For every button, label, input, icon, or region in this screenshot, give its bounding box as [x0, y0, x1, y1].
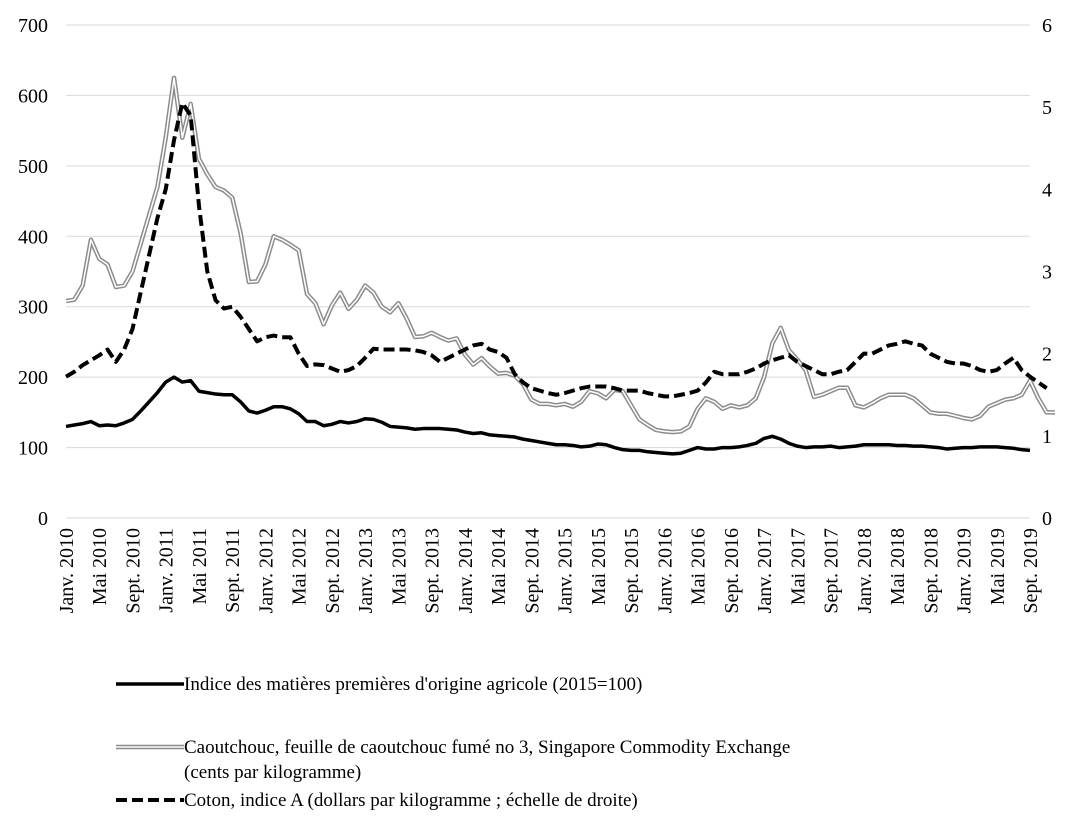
- legend-label-cotton: Coton, indice A (dollars par kilogramme …: [184, 790, 638, 811]
- y2-tick-label: 6: [1042, 15, 1052, 37]
- y2-tick-label: 1: [1042, 426, 1052, 448]
- x-tick-label: Mai 2011: [189, 528, 211, 604]
- x-tick-label: Mai 2018: [887, 528, 909, 605]
- x-tick-label: Janv. 2019: [954, 528, 976, 613]
- x-tick-label: Janv. 2011: [156, 528, 178, 613]
- line-chart: 0 100 200 300 400 500 600 700 0 1 2 3 4 5 6 Janv. 201…: [18, 15, 1055, 614]
- y-tick-label: 300: [18, 297, 48, 319]
- y2-tick-label: 4: [1042, 179, 1052, 201]
- y-tick-label: 200: [18, 367, 48, 389]
- right-y-axis: 0 1 2 3 4 5 6: [1042, 15, 1052, 530]
- x-tick-label: Janv. 2016: [654, 528, 676, 613]
- series-rubber-line-inner: [65, 77, 1055, 433]
- y2-tick-label: 5: [1042, 97, 1052, 119]
- y-tick-label: 0: [38, 508, 48, 530]
- x-tick-label: Mai 2015: [588, 528, 610, 605]
- x-tick-label: Sept. 2012: [322, 528, 344, 614]
- x-tick-label: Janv. 2017: [754, 528, 776, 613]
- y2-tick-label: 3: [1042, 262, 1052, 284]
- left-y-axis: 0 100 200 300 400 500 600 700: [18, 15, 48, 530]
- x-tick-label: Janv. 2018: [854, 528, 876, 613]
- y-tick-label: 100: [18, 438, 48, 460]
- y2-tick-label: 2: [1042, 344, 1052, 366]
- legend-item-index: Indice des matières premières d'origine …: [116, 672, 642, 697]
- x-tick-label: Mai 2013: [388, 528, 410, 605]
- x-tick-label: Mai 2019: [987, 528, 1009, 605]
- series-rubber-line: [65, 75, 1055, 435]
- x-tick-label: Mai 2014: [488, 528, 510, 605]
- x-tick-label: Janv. 2015: [555, 528, 577, 613]
- x-tick-label: Sept. 2011: [222, 528, 244, 613]
- y-tick-label: 600: [18, 85, 48, 107]
- y2-tick-label: 0: [1042, 508, 1052, 530]
- legend-item-rubber: Caoutchouc, feuille de caoutchouc fumé n…: [116, 735, 790, 785]
- series-lines: [64, 75, 1055, 456]
- x-tick-label: Sept. 2016: [721, 528, 743, 614]
- legend-label-rubber: Caoutchouc, feuille de caoutchouc fumé n…: [184, 737, 791, 783]
- x-tick-label: Sept. 2017: [821, 528, 843, 614]
- x-axis: Janv. 2010 Mai 2010 Sept. 2010 Janv. 2011 Ma…: [56, 528, 1042, 614]
- legend-swatch-double: [116, 744, 184, 750]
- legend-swatch-solid: [116, 682, 184, 686]
- y-tick-label: 500: [18, 156, 48, 178]
- x-tick-label: Mai 2012: [289, 528, 311, 605]
- x-tick-label: Janv. 2012: [255, 528, 277, 613]
- x-tick-label: Sept. 2010: [122, 528, 144, 614]
- x-tick-label: Mai 2010: [89, 528, 111, 605]
- series-index-line: [65, 375, 1031, 456]
- x-tick-label: Sept. 2015: [621, 528, 643, 614]
- legend-swatch-dashed: [116, 798, 184, 802]
- x-tick-label: Sept. 2013: [422, 528, 444, 614]
- x-tick-label: Janv. 2010: [56, 528, 78, 613]
- x-tick-label: Janv. 2014: [455, 528, 477, 613]
- x-tick-label: Sept. 2014: [521, 528, 543, 614]
- legend-item-cotton: Coton, indice A (dollars par kilogramme …: [116, 788, 638, 813]
- x-tick-label: Mai 2016: [688, 528, 710, 605]
- x-tick-label: Sept. 2019: [1020, 528, 1042, 614]
- y-tick-label: 700: [18, 15, 48, 37]
- x-tick-label: Janv. 2013: [355, 528, 377, 613]
- legend-label-index: Indice des matières premières d'origine …: [184, 674, 643, 695]
- x-tick-label: Mai 2017: [787, 528, 809, 605]
- x-tick-label: Sept. 2018: [920, 528, 942, 614]
- series-cotton-line: [64, 101, 1048, 399]
- y-tick-label: 400: [18, 226, 48, 248]
